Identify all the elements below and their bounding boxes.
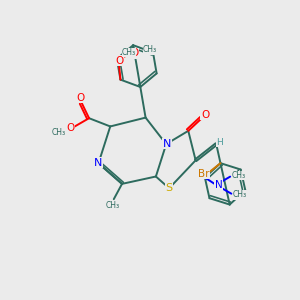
Text: H: H: [216, 138, 223, 147]
Text: O: O: [201, 110, 209, 120]
Text: N: N: [94, 158, 102, 168]
Text: CH₃: CH₃: [105, 201, 119, 210]
Text: O: O: [66, 123, 74, 133]
Text: CH₃: CH₃: [122, 48, 136, 57]
Text: O: O: [116, 56, 124, 66]
Text: S: S: [166, 183, 173, 193]
Text: CH₃: CH₃: [52, 128, 66, 137]
Text: O: O: [130, 48, 139, 58]
Text: CH₃: CH₃: [233, 190, 247, 200]
Text: CH₃: CH₃: [143, 45, 157, 54]
Text: O: O: [76, 93, 84, 103]
Text: CH₃: CH₃: [232, 171, 246, 180]
Text: N: N: [163, 139, 171, 148]
Text: Br: Br: [198, 169, 209, 179]
Text: N: N: [214, 180, 222, 190]
